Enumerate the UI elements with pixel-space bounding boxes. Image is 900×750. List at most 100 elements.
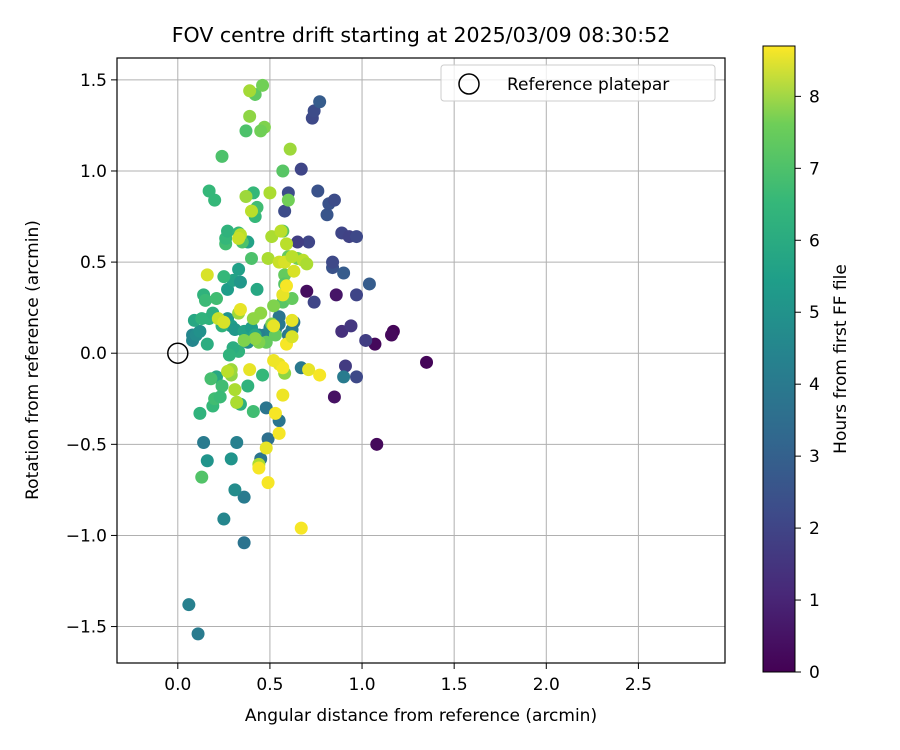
data-point bbox=[276, 388, 290, 402]
legend-box bbox=[440, 64, 716, 102]
data-point bbox=[307, 295, 321, 309]
data-point bbox=[302, 235, 316, 249]
data-point bbox=[195, 470, 209, 484]
colorbar-tick-label: 6 bbox=[809, 231, 820, 251]
data-point bbox=[259, 441, 273, 455]
data-point bbox=[200, 337, 214, 351]
data-point bbox=[261, 251, 275, 265]
data-point bbox=[250, 282, 264, 296]
data-point bbox=[198, 293, 212, 307]
data-point bbox=[200, 268, 214, 282]
data-point bbox=[217, 270, 231, 284]
colorbar-tick-label: 2 bbox=[809, 519, 820, 539]
data-point bbox=[221, 224, 235, 238]
colorbar-tick-label: 3 bbox=[809, 447, 820, 467]
colorbar-ticks: 0 1 2 3 4 5 6 7 8 bbox=[795, 87, 820, 683]
data-point bbox=[313, 95, 327, 109]
y-axis-label: Rotation from reference (arcmin) bbox=[23, 220, 43, 500]
data-point bbox=[256, 78, 270, 92]
data-point bbox=[243, 84, 257, 98]
data-point bbox=[268, 406, 282, 420]
x-tick-label: 0.5 bbox=[256, 675, 283, 695]
data-point bbox=[337, 266, 351, 280]
data-point bbox=[370, 437, 384, 451]
data-point bbox=[326, 255, 340, 269]
data-point bbox=[337, 370, 351, 384]
reference-point bbox=[167, 342, 189, 364]
legend-label: Reference platepar bbox=[507, 75, 669, 95]
data-point bbox=[320, 208, 334, 222]
data-point bbox=[256, 368, 270, 382]
colorbar-tick-label: 0 bbox=[809, 663, 820, 683]
data-point bbox=[213, 390, 227, 404]
y-tick-label: −1.5 bbox=[66, 618, 107, 638]
data-point bbox=[193, 324, 207, 338]
data-point bbox=[362, 277, 376, 291]
x-tick-label: 2.5 bbox=[625, 675, 652, 695]
data-point bbox=[224, 452, 238, 466]
data-point bbox=[246, 405, 260, 419]
data-point bbox=[215, 149, 229, 163]
data-point bbox=[232, 231, 246, 245]
data-point bbox=[222, 348, 236, 362]
data-point bbox=[182, 598, 196, 612]
data-point bbox=[285, 250, 299, 264]
data-point bbox=[230, 436, 244, 450]
x-axis-label: Angular distance from reference (arcmin) bbox=[245, 706, 597, 726]
data-point bbox=[241, 379, 255, 393]
x-tick-label: 2.0 bbox=[533, 675, 560, 695]
data-point bbox=[237, 536, 251, 550]
data-point bbox=[228, 383, 242, 397]
data-point bbox=[204, 372, 218, 386]
colorbar-tick-label: 4 bbox=[809, 375, 820, 395]
y-axis-ticks: −1.5 −1.0 −0.5 0.0 0.5 1.0 1.5 bbox=[66, 71, 117, 638]
data-point bbox=[313, 368, 327, 382]
data-point bbox=[193, 406, 207, 420]
data-point bbox=[274, 224, 288, 238]
x-tick-label: 1.5 bbox=[441, 675, 468, 695]
data-point bbox=[272, 426, 286, 440]
data-point bbox=[248, 332, 262, 346]
data-point bbox=[217, 512, 231, 526]
colorbar-tick-label: 8 bbox=[809, 87, 820, 107]
data-point bbox=[254, 306, 268, 320]
data-point bbox=[280, 237, 294, 251]
data-point bbox=[281, 193, 295, 207]
legend: Reference platepar bbox=[440, 64, 716, 102]
y-tick-label: −1.0 bbox=[66, 526, 107, 546]
data-point bbox=[243, 363, 257, 377]
data-point bbox=[221, 364, 235, 378]
data-point bbox=[311, 184, 325, 198]
colorbar-label: Hours from first FF file bbox=[831, 264, 851, 454]
data-point bbox=[237, 490, 251, 504]
colorbar-gradient bbox=[762, 45, 796, 673]
legend-marker bbox=[458, 73, 480, 95]
colorbar-tick-label: 5 bbox=[809, 303, 820, 323]
data-point bbox=[263, 186, 277, 200]
data-point bbox=[191, 627, 205, 641]
data-point bbox=[350, 370, 364, 384]
data-point bbox=[300, 257, 314, 271]
data-point bbox=[285, 313, 299, 327]
y-tick-label: 0.5 bbox=[80, 253, 107, 273]
data-point bbox=[291, 235, 305, 249]
data-point bbox=[200, 454, 214, 468]
y-tick-label: −0.5 bbox=[66, 435, 107, 455]
data-point bbox=[327, 390, 341, 404]
data-point bbox=[267, 319, 281, 333]
data-point bbox=[217, 315, 231, 329]
x-tick-label: 0.0 bbox=[164, 675, 191, 695]
data-point bbox=[232, 262, 246, 276]
data-point bbox=[267, 354, 281, 367]
data-point bbox=[359, 333, 373, 347]
data-point bbox=[302, 363, 316, 377]
data-point bbox=[267, 299, 281, 313]
data-point bbox=[278, 204, 292, 218]
plot-frame bbox=[116, 57, 726, 664]
colorbar-tick-label: 1 bbox=[809, 591, 820, 611]
data-point bbox=[197, 436, 211, 450]
y-tick-label: 0.0 bbox=[80, 344, 107, 364]
data-point bbox=[294, 162, 308, 176]
data-point bbox=[230, 395, 244, 409]
data-point bbox=[209, 292, 223, 306]
